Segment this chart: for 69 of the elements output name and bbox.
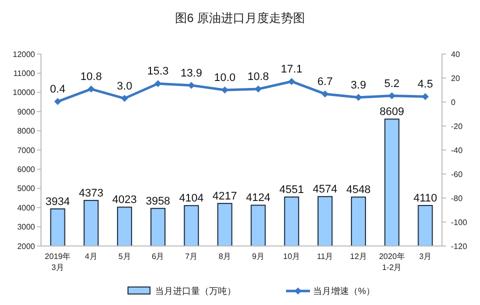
x-tick-label: 10月 [283,252,300,261]
data-label: 15.3 [147,66,169,78]
data-label: 5.2 [384,78,400,90]
y2-tick-label: -100 [451,218,468,227]
y2-tick-label: -60 [451,170,464,179]
point [88,86,95,93]
point [154,80,162,88]
data-label: 4548 [346,184,371,196]
data-label: 3.0 [116,80,132,92]
point [54,98,62,106]
data-label: 4373 [78,187,104,200]
y-tick-label: 9000 [17,107,36,116]
y-tick-label: 3000 [17,222,36,232]
data-label: 0.4 [50,84,66,96]
y-tick-label: 5000 [17,184,36,194]
y2-tick-label: 0 [451,98,456,107]
y2-tick-label: 40 [451,50,460,59]
point [254,86,262,93]
point [354,94,362,101]
y-tick-label: 4000 [17,203,36,212]
y-tick-label: 6000 [17,165,36,174]
data-label: 4104 [179,192,204,205]
y-tick-label: 2000 [17,242,36,251]
y2-tick-label: -120 [451,242,468,251]
y2-tick-label: -80 [451,194,464,203]
x-tick-label: 11月 [316,252,334,261]
point [288,78,296,85]
y-tick-label: 10000 [12,88,36,98]
data-label: 10.0 [214,72,236,84]
x-tick-label: 5月 [118,252,131,261]
data-label: 3.9 [350,79,366,92]
data-label: 4574 [312,184,338,196]
data-label: 3934 [45,196,70,208]
y-tick-label: 7000 [17,146,36,155]
x-tick-label: 7月 [185,252,198,261]
y-tick-label: 12000 [12,50,36,59]
y2-tick-label: -20 [451,122,464,131]
y-tick-label: 11000 [13,69,36,78]
y2-tick-label: 20 [451,74,460,83]
point [422,93,429,100]
data-label: 4217 [212,190,238,202]
data-label: 3958 [146,195,170,208]
data-label: 4551 [279,184,304,196]
data-label: 6.7 [317,76,333,88]
data-label: 4023 [112,194,137,206]
point [388,92,396,100]
data-label: 4.5 [418,78,433,91]
x-tick-label: 12月 [350,252,367,261]
data-label: 8609 [380,106,404,118]
x-tick-label: 8月 [218,252,232,261]
x-tick-label: 6月 [152,252,164,261]
chart-title: 图6 原油进口月度走势图 [174,11,306,25]
x-tick-label: 4月 [84,252,98,261]
y2-tick-label: -40 [451,146,464,155]
data-label: 4110 [413,192,438,204]
legend-label: 当月进口量（万吨） [155,286,236,296]
x-tick-label: 2020年 1-2月 [378,252,405,272]
legend-label: 当月增速（%） [313,286,376,296]
data-label: 13.9 [180,67,202,80]
x-tick-label: 9月 [252,252,264,261]
data-label: 10.8 [247,71,269,84]
point [121,94,128,102]
y-tick-label: 8000 [17,126,36,136]
point [221,86,228,94]
x-tick-label: 3月 [419,252,432,261]
data-label: 10.8 [80,71,102,84]
x-tick-label: 2019年 3月 [44,252,71,272]
data-label: 17.1 [280,63,302,76]
data-label: 4124 [246,192,270,204]
